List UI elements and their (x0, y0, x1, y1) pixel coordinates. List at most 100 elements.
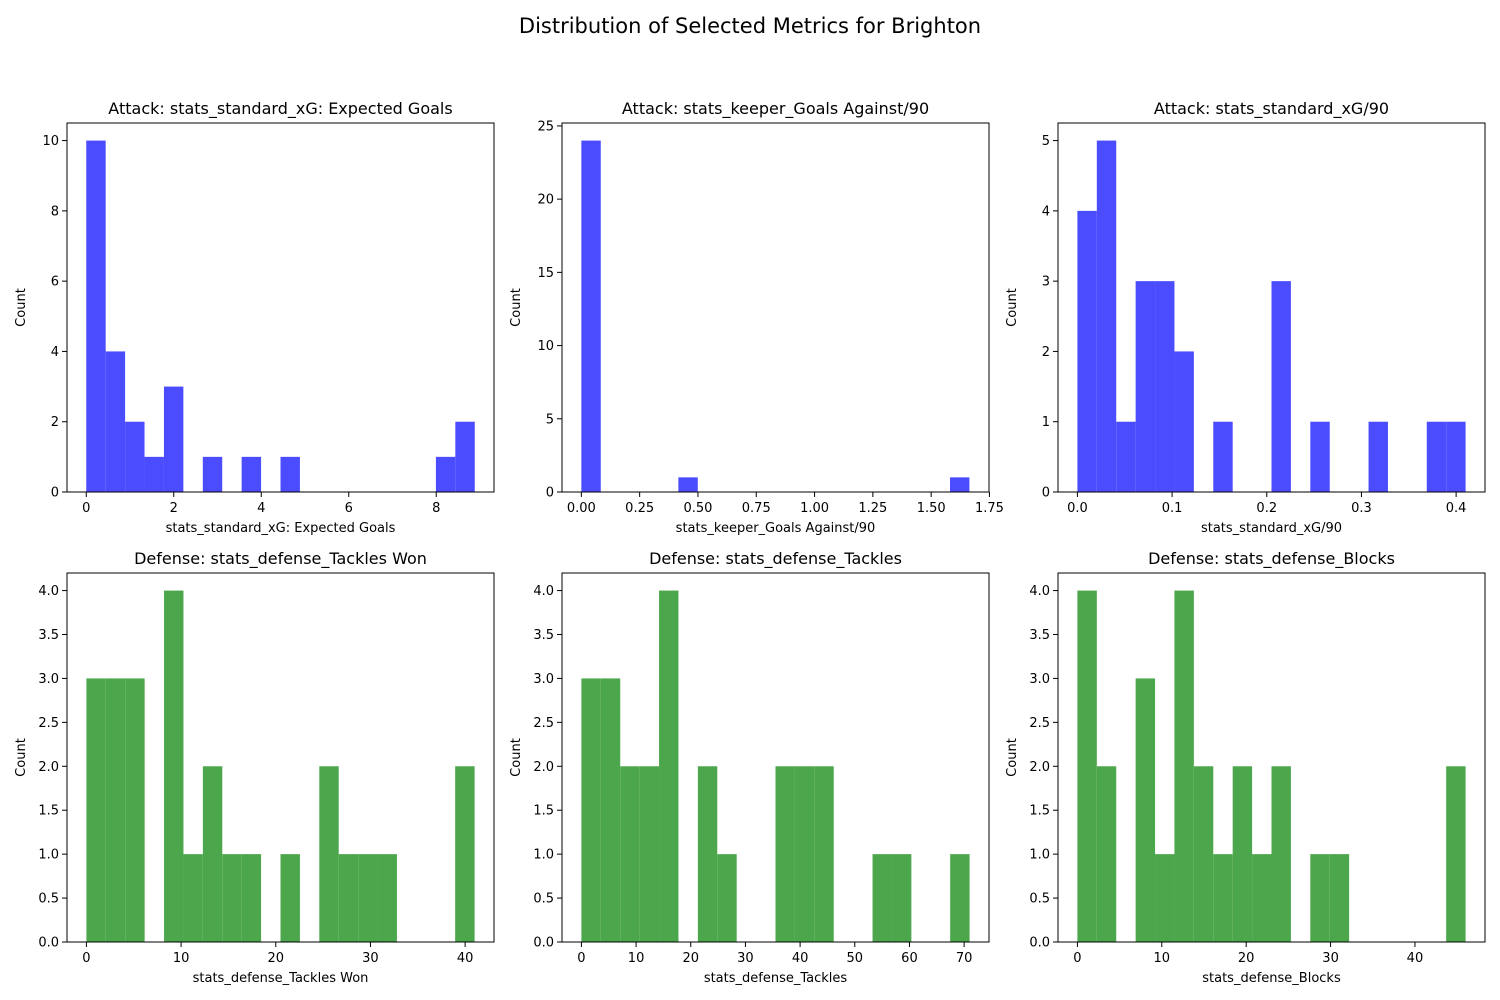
y-axis-label: Count (14, 288, 29, 327)
histogram-bar (280, 456, 300, 492)
subplot-tackles: 0 10 20 30 40 50 60 70 0.0 0.5 1.0 1.5 2.0 2.5 3.0 3.5 4… (509, 549, 990, 986)
histogram-bar (1271, 281, 1291, 492)
y-tick-label: 4 (51, 345, 59, 360)
x-tick-label: 20 (1238, 951, 1255, 966)
histogram-bar (377, 854, 397, 942)
subplot-title: Defense: stats_defense_Blocks (1148, 549, 1395, 569)
y-tick-label: 3.0 (38, 672, 59, 687)
y-axis-label: Count (1005, 288, 1020, 327)
y-tick-label: 2 (51, 415, 59, 430)
x-tick-label: 6 (345, 501, 353, 516)
axes-frame (66, 572, 495, 943)
x-tick-label: 1.50 (917, 501, 946, 516)
histogram-bar (1096, 766, 1117, 942)
y-tick-label: 2.5 (1029, 716, 1050, 731)
x-tick-label: 0.1 (1162, 501, 1183, 516)
subplot-title: Attack: stats_standard_xG/90 (1154, 99, 1389, 119)
x-tick-label: 0.0 (1067, 501, 1088, 516)
y-tick-label: 5 (1042, 134, 1050, 149)
x-tick-label: 50 (847, 951, 864, 966)
histogram-bar (891, 854, 912, 942)
histogram-bar (1077, 210, 1097, 492)
x-axis-label: stats_keeper_Goals Against/90 (676, 521, 876, 536)
histogram-bar (697, 766, 718, 942)
histogram-bar (202, 766, 223, 942)
histogram-bar (86, 678, 106, 942)
histogram-bar (455, 421, 475, 492)
x-tick-label: 30 (737, 951, 754, 966)
histogram-bar (1232, 766, 1253, 942)
subplot-blocks: 0 10 20 30 40 0.0 0.5 1.0 1.5 2.0 2.5 3.0 3.5 4.0 Defe… (1005, 549, 1486, 986)
x-tick-label: 0 (82, 501, 90, 516)
y-axis-label: Count (509, 738, 524, 777)
histogram-bar (1096, 140, 1117, 493)
subplot-title: Attack: stats_standard_xG: Expected Goal… (108, 99, 452, 119)
x-tick-label: 1.25 (858, 501, 887, 516)
histogram-bar (1271, 766, 1291, 942)
y-tick-label: 1.0 (1029, 848, 1050, 863)
histogram-bar (950, 477, 970, 492)
histogram-bar (1329, 854, 1350, 942)
y-tick-label: 10 (537, 339, 554, 354)
histogram-bar (1446, 766, 1466, 942)
histogram-bar (600, 678, 621, 942)
x-tick-label: 20 (682, 951, 699, 966)
histogram-bar (1426, 421, 1447, 492)
histogram-bar (1213, 421, 1233, 492)
histogram-bar (86, 140, 106, 493)
histogram-bar (163, 386, 184, 492)
y-tick-label: 0.0 (533, 936, 554, 951)
y-tick-label: 3.5 (1029, 628, 1050, 643)
y-tick-label: 20 (537, 193, 554, 208)
y-tick-label: 0.0 (1029, 936, 1050, 951)
y-axis-label: Count (14, 738, 29, 777)
x-tick-label: 1.00 (800, 501, 829, 516)
histogram-bar (659, 590, 679, 942)
histogram-bar (1135, 281, 1156, 492)
x-tick-label: 10 (1154, 951, 1171, 966)
y-tick-label: 2.0 (1029, 760, 1050, 775)
x-tick-label: 40 (792, 951, 809, 966)
y-tick-label: 2 (1042, 345, 1050, 360)
histogram-bar (125, 421, 145, 492)
y-axis-label: Count (1005, 738, 1020, 777)
histogram-bar (581, 140, 601, 493)
y-tick-label: 8 (51, 204, 59, 219)
axes-frame (561, 122, 990, 493)
y-tick-label: 0 (51, 486, 59, 501)
subplot-tackles-won: 0 10 20 30 40 0.0 0.5 1.0 1.5 2.0 2.5 3.0 3.5 4.0 Defe… (14, 549, 495, 986)
histogram-bar (222, 854, 242, 942)
y-tick-label: 10 (42, 134, 59, 149)
y-tick-label: 15 (537, 266, 554, 281)
histogram-bar (183, 854, 203, 942)
axes-frame (561, 572, 990, 943)
histogram-bar (1368, 421, 1388, 492)
y-tick-label: 3.0 (1029, 672, 1050, 687)
histogram-bar (164, 590, 184, 942)
y-tick-label: 4.0 (38, 584, 59, 599)
x-tick-label: 4 (257, 501, 265, 516)
histogram-bar (1252, 854, 1272, 942)
histogram-bar (950, 854, 970, 942)
histogram-bar (338, 854, 359, 942)
y-tick-label: 5 (546, 412, 554, 427)
histogram-bar (1135, 678, 1156, 942)
x-axis-label: stats_standard_xG/90 (1201, 521, 1342, 536)
histogram-bar (814, 766, 834, 942)
histogram-bar (775, 766, 795, 942)
y-tick-label: 4.0 (533, 584, 554, 599)
y-tick-label: 4 (1042, 204, 1050, 219)
y-axis-label: Count (509, 288, 524, 327)
x-axis-label: stats_defense_Tackles (704, 971, 848, 986)
x-tick-label: 30 (362, 951, 379, 966)
y-tick-label: 0 (1042, 486, 1050, 501)
histogram-bar (1155, 854, 1175, 942)
y-tick-label: 0.5 (38, 892, 59, 907)
x-tick-label: 0.75 (742, 501, 771, 516)
y-tick-label: 3.5 (38, 628, 59, 643)
y-tick-label: 25 (537, 119, 554, 134)
x-tick-label: 20 (267, 951, 284, 966)
histogram-bar (1193, 766, 1214, 942)
x-tick-label: 0 (577, 951, 585, 966)
x-tick-label: 0 (1073, 951, 1081, 966)
